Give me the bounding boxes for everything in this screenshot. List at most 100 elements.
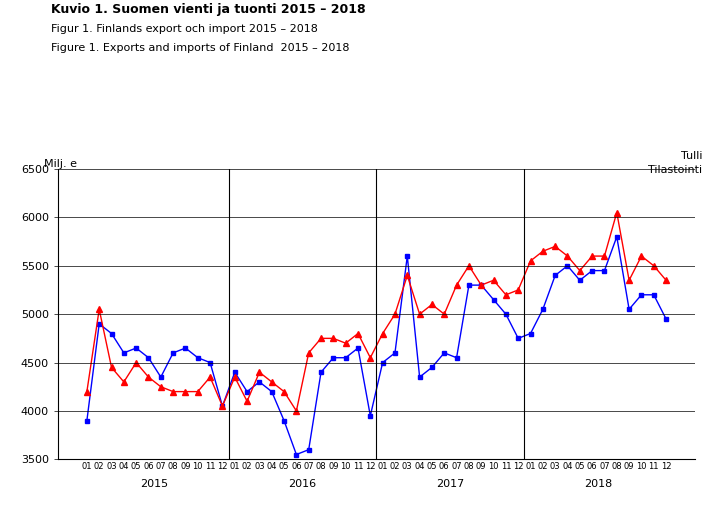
Tuonti - Import - Imports	[514, 287, 523, 293]
Text: 2017: 2017	[437, 479, 465, 489]
Tuonti - Import - Imports	[193, 389, 202, 395]
Vienti - Export - Exports	[403, 253, 412, 259]
Vienti - Export - Exports	[329, 355, 337, 361]
Vienti - Export - Exports	[440, 350, 449, 356]
Vienti - Export - Exports	[181, 345, 190, 351]
Vienti - Export - Exports	[255, 379, 264, 385]
Tuonti - Import - Imports	[255, 369, 264, 375]
Vienti - Export - Exports	[279, 418, 288, 424]
Tuonti - Import - Imports	[366, 355, 374, 361]
Tuonti - Import - Imports	[391, 311, 400, 317]
Vienti - Export - Exports	[169, 350, 177, 356]
Vienti - Export - Exports	[416, 374, 424, 380]
Vienti - Export - Exports	[292, 451, 300, 458]
Vienti - Export - Exports	[391, 350, 400, 356]
Tuonti - Import - Imports	[440, 311, 449, 317]
Text: Tulli: Tulli	[681, 151, 702, 161]
Vienti - Export - Exports	[563, 262, 572, 269]
Tuonti - Import - Imports	[637, 253, 646, 259]
Line: Tuonti - Import - Imports: Tuonti - Import - Imports	[84, 210, 669, 414]
Vienti - Export - Exports	[218, 403, 227, 409]
Vienti - Export - Exports	[539, 306, 547, 313]
Vienti - Export - Exports	[304, 447, 313, 453]
Tuonti - Import - Imports	[489, 277, 498, 284]
Tuonti - Import - Imports	[563, 253, 572, 259]
Vienti - Export - Exports	[156, 374, 165, 380]
Tuonti - Import - Imports	[576, 267, 584, 274]
Text: Tilastointi: Tilastointi	[648, 165, 702, 175]
Tuonti - Import - Imports	[316, 335, 325, 342]
Tuonti - Import - Imports	[649, 262, 658, 269]
Tuonti - Import - Imports	[230, 374, 239, 380]
Tuonti - Import - Imports	[588, 253, 597, 259]
Tuonti - Import - Imports	[353, 331, 362, 337]
Tuonti - Import - Imports	[403, 272, 412, 279]
Vienti - Export - Exports	[379, 360, 387, 366]
Vienti - Export - Exports	[477, 282, 486, 288]
Vienti - Export - Exports	[613, 233, 621, 240]
Vienti - Export - Exports	[83, 418, 91, 424]
Tuonti - Import - Imports	[600, 253, 609, 259]
Tuonti - Import - Imports	[477, 282, 486, 288]
Tuonti - Import - Imports	[292, 408, 300, 414]
Text: 2018: 2018	[584, 479, 613, 489]
Text: 2016: 2016	[288, 479, 316, 489]
Tuonti - Import - Imports	[304, 350, 313, 356]
Vienti - Export - Exports	[428, 364, 437, 371]
Vienti - Export - Exports	[551, 272, 560, 279]
Text: Milj. e: Milj. e	[43, 159, 77, 169]
Vienti - Export - Exports	[107, 331, 116, 337]
Tuonti - Import - Imports	[526, 258, 535, 264]
Vienti - Export - Exports	[625, 306, 634, 313]
Vienti - Export - Exports	[95, 320, 104, 327]
Vienti - Export - Exports	[489, 296, 498, 303]
Tuonti - Import - Imports	[119, 379, 128, 385]
Vienti - Export - Exports	[576, 277, 584, 284]
Vienti - Export - Exports	[193, 355, 202, 361]
Tuonti - Import - Imports	[206, 374, 214, 380]
Vienti - Export - Exports	[514, 335, 523, 342]
Vienti - Export - Exports	[243, 389, 251, 395]
Text: Figur 1. Finlands export och import 2015 – 2018: Figur 1. Finlands export och import 2015…	[51, 24, 318, 34]
Text: Kuvio 1. Suomen vienti ja tuonti 2015 – 2018: Kuvio 1. Suomen vienti ja tuonti 2015 – …	[51, 3, 366, 16]
Vienti - Export - Exports	[465, 282, 473, 288]
Vienti - Export - Exports	[502, 311, 510, 317]
Vienti - Export - Exports	[588, 267, 597, 274]
Vienti - Export - Exports	[366, 412, 374, 419]
Vienti - Export - Exports	[119, 350, 128, 356]
Line: Vienti - Export - Exports: Vienti - Export - Exports	[85, 234, 668, 457]
Vienti - Export - Exports	[637, 291, 646, 298]
Vienti - Export - Exports	[353, 345, 362, 351]
Tuonti - Import - Imports	[107, 364, 116, 371]
Tuonti - Import - Imports	[181, 389, 190, 395]
Tuonti - Import - Imports	[539, 248, 547, 254]
Tuonti - Import - Imports	[279, 389, 288, 395]
Vienti - Export - Exports	[452, 355, 461, 361]
Tuonti - Import - Imports	[625, 277, 634, 284]
Tuonti - Import - Imports	[267, 379, 276, 385]
Tuonti - Import - Imports	[95, 306, 104, 313]
Text: 2015: 2015	[140, 479, 169, 489]
Tuonti - Import - Imports	[132, 360, 140, 366]
Vienti - Export - Exports	[600, 267, 609, 274]
Tuonti - Import - Imports	[329, 335, 337, 342]
Vienti - Export - Exports	[144, 355, 153, 361]
Text: Figure 1. Exports and imports of Finland  2015 – 2018: Figure 1. Exports and imports of Finland…	[51, 43, 349, 53]
Tuonti - Import - Imports	[662, 277, 670, 284]
Tuonti - Import - Imports	[169, 389, 177, 395]
Tuonti - Import - Imports	[156, 383, 165, 390]
Tuonti - Import - Imports	[428, 301, 437, 308]
Tuonti - Import - Imports	[83, 389, 91, 395]
Vienti - Export - Exports	[316, 369, 325, 375]
Tuonti - Import - Imports	[144, 374, 153, 380]
Vienti - Export - Exports	[267, 389, 276, 395]
Tuonti - Import - Imports	[243, 398, 251, 404]
Vienti - Export - Exports	[662, 316, 670, 322]
Tuonti - Import - Imports	[613, 209, 621, 215]
Tuonti - Import - Imports	[465, 262, 473, 269]
Tuonti - Import - Imports	[218, 403, 227, 409]
Vienti - Export - Exports	[649, 291, 658, 298]
Tuonti - Import - Imports	[379, 331, 387, 337]
Vienti - Export - Exports	[341, 355, 350, 361]
Vienti - Export - Exports	[230, 369, 239, 375]
